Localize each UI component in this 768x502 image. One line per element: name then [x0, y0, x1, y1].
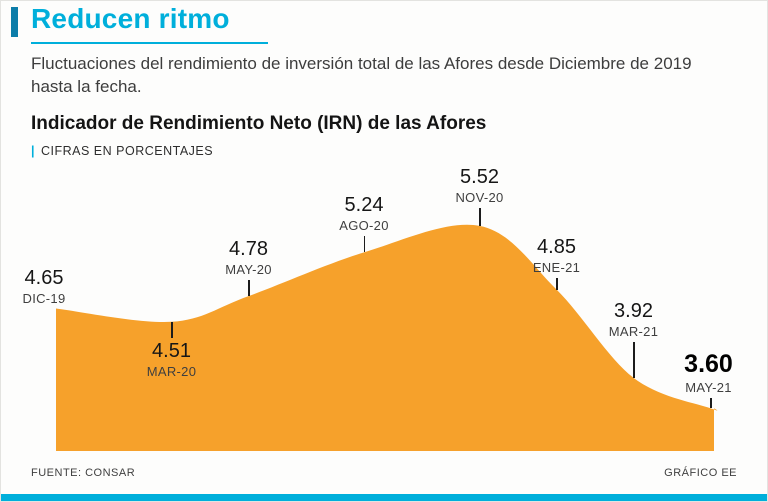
point-tick [171, 321, 173, 338]
point-tick [479, 207, 481, 226]
data-point-date: MAY-21 [685, 380, 732, 396]
point-tick [363, 236, 365, 253]
source-label: FUENTE: CONSAR [31, 467, 136, 479]
data-point-value: 3.60 [684, 350, 733, 379]
point-tick [633, 341, 635, 378]
bottom-accent-bar [1, 494, 767, 501]
data-point-label: 4.65 DIC-19 [23, 267, 66, 306]
brand-accent-bar [11, 7, 18, 37]
point-tick [710, 398, 712, 409]
data-point-date: DIC-19 [22, 290, 66, 306]
data-point-value: 4.78 [229, 238, 268, 261]
data-point-label: 5.52 NOV-20 [455, 166, 503, 205]
description: Fluctuaciones del rendimiento de inversi… [31, 54, 692, 96]
data-point-date: MAY-20 [225, 262, 272, 278]
area-path [56, 224, 718, 451]
area-chart-svg [56, 224, 718, 451]
data-point-date: ENE-21 [532, 259, 581, 275]
data-point-date: MAR-20 [146, 363, 197, 379]
data-point-label: 4.51 MAR-20 [147, 340, 196, 379]
units-pipe: | [31, 144, 35, 158]
units-note: | CIFRAS EN PORCENTAJES [31, 144, 213, 158]
data-point-value: 4.85 [537, 235, 576, 258]
data-point-value: 5.52 [460, 165, 499, 188]
chart-title: Indicador de Rendimiento Neto (IRN) de l… [31, 113, 487, 134]
data-point-value: 4.51 [152, 339, 191, 362]
units-label: CIFRAS EN PORCENTAJES [41, 144, 214, 158]
page-title: Reducen ritmo [31, 3, 230, 34]
data-point-value: 4.65 [24, 266, 64, 289]
area-chart: 4.65 DIC-19 4.51 MAR-20 4.78 MAY-20 5.24 AGO-20… [1, 156, 767, 456]
data-point-value: 3.92 [614, 299, 653, 322]
data-point-date: AGO-20 [339, 218, 389, 234]
data-point-label: 3.92 MAR-21 [609, 300, 658, 339]
point-tick [248, 280, 250, 297]
data-point-label: 5.24 AGO-20 [339, 194, 388, 233]
data-point-date: NOV-20 [455, 189, 504, 205]
point-tick [556, 277, 558, 290]
data-point-label: 4.85 ENE-21 [533, 236, 580, 275]
data-point-value: 5.24 [344, 194, 384, 217]
data-point-date: MAR-21 [608, 323, 659, 339]
data-point-label: 4.78 MAY-20 [225, 238, 272, 277]
data-point-label: 3.60 MAY-21 [684, 350, 733, 395]
footer: FUENTE: CONSAR GRÁFICO EE [31, 467, 737, 479]
credit-label: GRÁFICO EE [664, 467, 737, 479]
title-underline [31, 42, 268, 44]
